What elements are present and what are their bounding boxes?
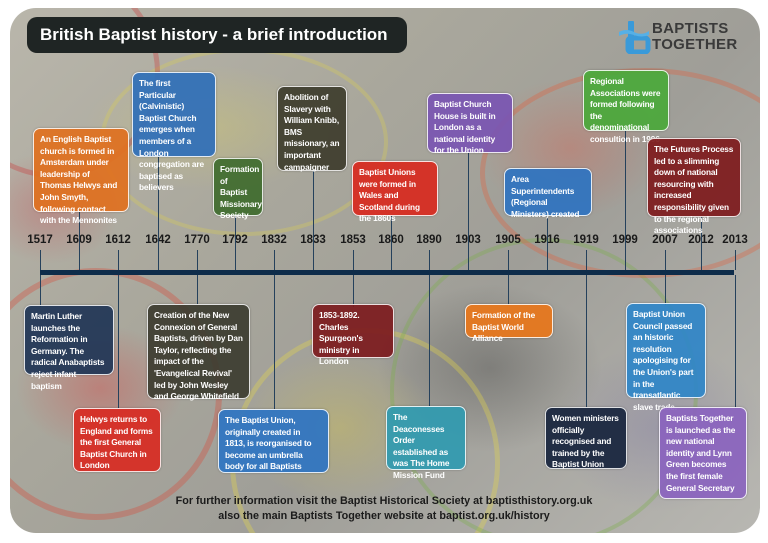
year-tick (391, 216, 392, 270)
event-box-1860: Baptist Unions were formed in Wales and … (352, 161, 438, 223)
year-tick (468, 153, 469, 270)
year-label: 1770 (184, 234, 210, 246)
year-label: 1853 (340, 234, 366, 246)
year-tick (79, 212, 80, 270)
year-tick (313, 171, 314, 270)
year-tick (735, 250, 736, 270)
event-connector (735, 275, 736, 407)
year-label: 1832 (261, 234, 287, 246)
event-box-1642: The first Particular (Calvinistic) Bapti… (132, 72, 216, 192)
year-tick (197, 250, 198, 270)
year-tick (701, 217, 702, 270)
event-connector (197, 275, 198, 305)
year-tick (353, 250, 354, 270)
timeline-axis (40, 270, 734, 275)
year-tick (40, 250, 41, 270)
event-box-1832: The Baptist Union, originally created in… (218, 409, 329, 473)
event-box-1903: Baptist Church House is built in London … (427, 93, 513, 155)
event-box-1609: An English Baptist church is formed in A… (33, 128, 129, 225)
year-label: 2013 (722, 234, 748, 246)
footer-line-2: also the main Baptists Together website … (218, 510, 550, 522)
year-label: 1612 (105, 234, 131, 246)
event-box-1916: Area Superintendents (Regional Ministers… (504, 168, 592, 219)
logo-line-2: TOGETHER (652, 36, 738, 53)
year-tick (508, 250, 509, 270)
year-label: 1919 (573, 234, 599, 246)
event-connector (40, 275, 41, 307)
event-connector (118, 275, 119, 408)
event-box-2013: Baptists Together is launched as the new… (659, 407, 747, 499)
event-box-1612: Helwys returns to England and forms the … (73, 408, 161, 472)
event-box-2007: Baptist Union Council passed an historic… (626, 303, 706, 412)
logo-wordmark: BAPTISTS TOGETHER (652, 21, 737, 53)
year-tick (158, 157, 159, 270)
event-connector (665, 275, 666, 305)
event-connector (586, 275, 587, 407)
event-box-1905: Formation of the Baptist World Alliance (465, 304, 553, 343)
event-box-1833: Abolition of Slavery with William Knibb,… (277, 86, 347, 172)
event-connector (353, 275, 354, 307)
year-tick (665, 250, 666, 270)
page-title: British Baptist history - a brief introd… (27, 17, 407, 53)
year-label: 1905 (495, 234, 521, 246)
event-box-1890: The Deaconesses Order established as was… (386, 406, 466, 480)
year-label: 1517 (27, 234, 53, 246)
event-connector (274, 275, 275, 409)
baptists-together-logo: BAPTISTS TOGETHER (618, 18, 748, 60)
event-box-1999: Regional Associations were formed follow… (583, 70, 669, 144)
year-tick (625, 131, 626, 270)
year-tick (586, 250, 587, 270)
event-box-2012: The Futures Process led to a slimming do… (647, 138, 741, 235)
event-box-1517: Martin Luther launches the Reformation i… (24, 305, 114, 391)
event-connector (429, 275, 430, 406)
event-box-1919: Women ministers officially recognised an… (545, 407, 627, 469)
year-tick (274, 250, 275, 270)
baptists-together-cross-icon (619, 21, 651, 54)
year-label: 2007 (652, 234, 678, 246)
year-tick (547, 216, 548, 270)
year-label: 1890 (416, 234, 442, 246)
event-connector (508, 275, 509, 305)
year-tick (429, 250, 430, 270)
year-tick (235, 216, 236, 270)
event-box-1770: Creation of the New Connexion of General… (147, 304, 250, 401)
event-box-1792: Formation of Baptist Missionary Society (213, 158, 263, 220)
logo-line-1: BAPTISTS (652, 20, 729, 37)
event-box-1853: 1853-1892. Charles Spurgeon's ministry i… (312, 304, 394, 366)
year-tick (118, 250, 119, 270)
footer-line-1: For further information visit the Baptis… (175, 495, 593, 507)
